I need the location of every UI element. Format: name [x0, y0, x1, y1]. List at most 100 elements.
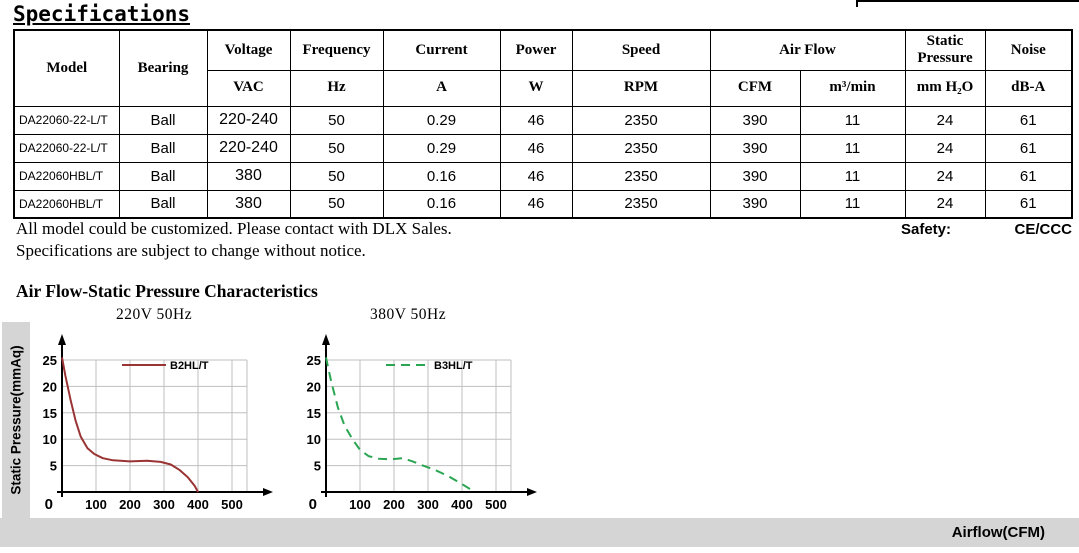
x-tick-label: 100	[349, 497, 371, 512]
safety-label: Safety:	[901, 221, 952, 238]
col-header-current: Current	[382, 29, 501, 71]
col-header-airflow: Air Flow	[709, 29, 906, 71]
header-row-1: Model Bearing Voltage Frequency Current …	[13, 29, 1073, 107]
header-row-2: VAC Hz A W RPM CFM m³/min mm H₂O dB-A	[14, 69, 1073, 107]
table-row: DA22060-22-L/T Ball 220-240 50 0.29 46 2350 390…	[13, 105, 1073, 135]
cell-voltage: 220-240	[206, 133, 291, 163]
chart-title-380v: 380V 50Hz	[370, 306, 447, 323]
cell-current: 0.16	[382, 189, 501, 219]
airflow-pressure-chart-220v: 100 200 300 400 500 0 5 10 15 20 25 B2HL/T	[43, 334, 273, 513]
page-title: Specifications	[13, 2, 191, 26]
cell-model: DA22060-22-L/T	[13, 105, 120, 135]
x-tick-label: 200	[383, 497, 405, 512]
x-tick-label: 500	[485, 497, 507, 512]
x-tick-label: 500	[221, 497, 243, 512]
x-tick-label: 100	[85, 497, 107, 512]
x-axis-arrow-icon	[263, 488, 273, 496]
cell-airflow-cfm: 390	[709, 161, 801, 191]
cell-airflow-m3min: 11	[799, 105, 906, 135]
col-header-noise: Noise	[984, 29, 1073, 71]
section-heading: Air Flow-Static Pressure Characteristics	[16, 281, 318, 301]
origin-label: 0	[45, 496, 53, 513]
col-header-frequency: Frequency	[289, 29, 384, 71]
unit-header-dba: dB-A	[984, 69, 1073, 107]
y-tick-label: 5	[314, 459, 321, 474]
legend-label: B3HL/T	[434, 360, 473, 372]
y-tick-label: 20	[43, 379, 57, 394]
corner-mark	[856, 0, 858, 7]
cell-power: 46	[499, 161, 573, 191]
x-axis-label-bar: Airflow(CFM)	[0, 518, 1079, 547]
table-row: DA22060-22-L/T Ball 220-240 50 0.29 46 2350 390…	[13, 133, 1073, 163]
chart-title-220v: 220V 50Hz	[116, 306, 193, 323]
cell-airflow-m3min: 11	[799, 133, 906, 163]
corner-mark	[856, 0, 1079, 2]
cell-noise: 61	[984, 189, 1073, 219]
safety: Safety: CE/CCC	[901, 221, 1072, 238]
x-tick-label: 200	[119, 497, 141, 512]
y-tick-label: 25	[43, 353, 57, 368]
y-axis-label-bar: Static Pressure(mmAq)	[2, 322, 30, 518]
unit-header-mmh2o: mm H₂O	[904, 69, 986, 107]
y-tick-label: 25	[307, 353, 321, 368]
origin-label: 0	[309, 496, 317, 513]
cell-static-pressure: 24	[904, 133, 986, 163]
col-header-static-pressure: Static Pressure	[904, 29, 986, 71]
y-tick-label: 5	[50, 459, 57, 474]
cell-bearing: Ball	[118, 105, 208, 135]
spec-table-head: Model Bearing Voltage Frequency Current …	[13, 29, 1073, 107]
cell-airflow-m3min: 11	[799, 161, 906, 191]
cell-model: DA22060HBL/T	[13, 189, 120, 219]
cell-bearing: Ball	[118, 161, 208, 191]
x-tick-label: 400	[451, 497, 473, 512]
x-tick-label: 300	[153, 497, 175, 512]
cell-static-pressure: 24	[904, 105, 986, 135]
cell-current: 0.29	[382, 133, 501, 163]
x-axis-label: Airflow(CFM)	[951, 524, 1045, 541]
cell-airflow-cfm: 390	[709, 105, 801, 135]
cell-static-pressure: 24	[904, 161, 986, 191]
spec-table: Model Bearing Voltage Frequency Current …	[13, 29, 1073, 219]
cell-airflow-cfm: 390	[709, 189, 801, 219]
cell-frequency: 50	[289, 189, 384, 219]
cell-frequency: 50	[289, 133, 384, 163]
cell-power: 46	[499, 105, 573, 135]
cell-speed: 2350	[571, 133, 711, 163]
cell-noise: 61	[984, 161, 1073, 191]
unit-header-cfm: CFM	[709, 69, 801, 107]
spec-table-body: DA22060-22-L/T Ball 220-240 50 0.29 46 2350 390…	[13, 105, 1073, 219]
x-axis-arrow-icon	[527, 488, 537, 496]
unit-header-rpm: RPM	[571, 69, 711, 107]
unit-header-a: A	[382, 69, 501, 107]
series-curve	[61, 357, 199, 493]
cell-frequency: 50	[289, 161, 384, 191]
x-tick-label: 300	[417, 497, 439, 512]
unit-header-m3min: m³/min	[799, 69, 906, 107]
cell-bearing: Ball	[118, 133, 208, 163]
unit-header-w: W	[499, 69, 573, 107]
cell-speed: 2350	[571, 161, 711, 191]
cell-voltage: 380	[206, 161, 291, 191]
cell-airflow-m3min: 11	[799, 189, 906, 219]
cell-model: DA22060HBL/T	[13, 161, 120, 191]
safety-value: CE/CCC	[1014, 221, 1072, 238]
y-tick-label: 20	[307, 379, 321, 394]
col-header-voltage: Voltage	[206, 29, 291, 71]
y-tick-label: 10	[43, 432, 57, 447]
cell-current: 0.29	[382, 105, 501, 135]
cell-voltage: 380	[206, 189, 291, 219]
table-row: DA22060HBL/T Ball 380 50 0.16 46 2350 390 11 24 61	[13, 189, 1073, 219]
y-tick-label: 15	[43, 406, 57, 421]
cell-power: 46	[499, 133, 573, 163]
cell-static-pressure: 24	[904, 189, 986, 219]
unit-header-hz: Hz	[289, 69, 384, 107]
cell-bearing: Ball	[118, 189, 208, 219]
col-header-model: Model	[13, 29, 120, 107]
cell-model: DA22060-22-L/T	[13, 133, 120, 163]
col-header-speed: Speed	[571, 29, 711, 71]
unit-header-vac: VAC	[206, 69, 291, 107]
y-axis-label: Static Pressure(mmAq)	[8, 345, 24, 495]
cell-airflow-cfm: 390	[709, 133, 801, 163]
x-tick-label: 400	[187, 497, 209, 512]
